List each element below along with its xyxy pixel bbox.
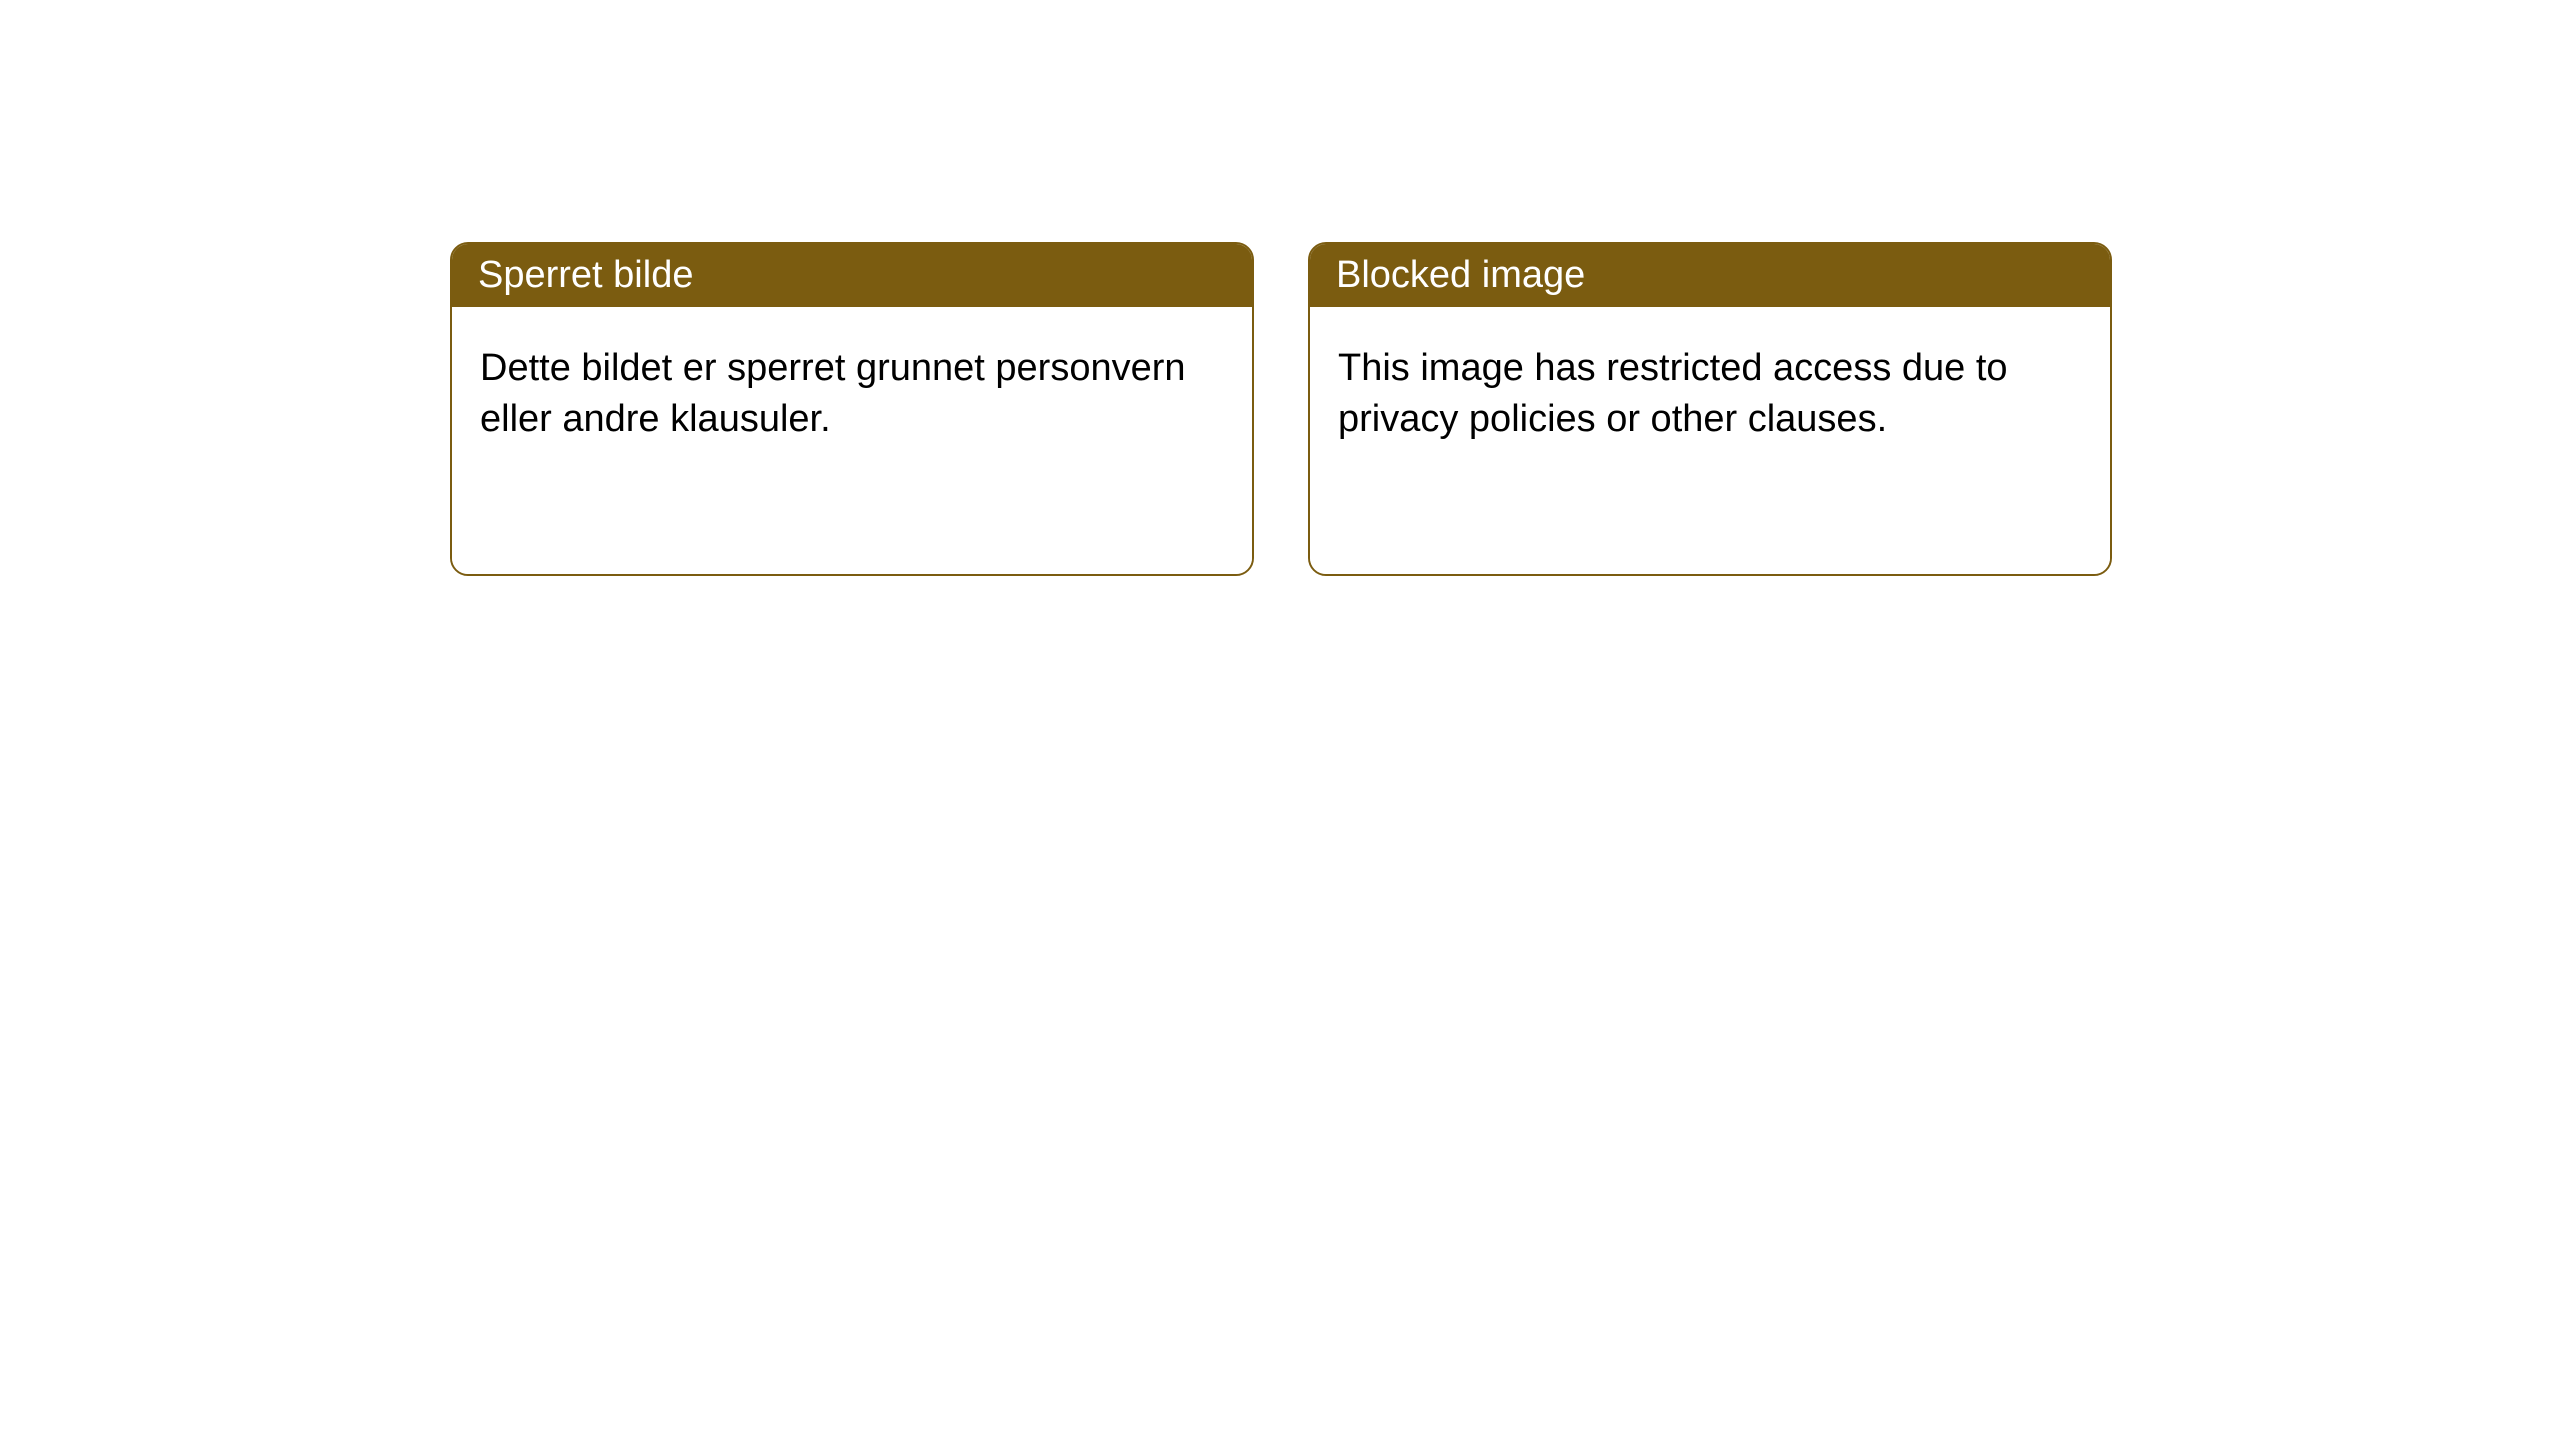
blocked-image-card-norwegian: Sperret bilde Dette bildet er sperret gr… — [450, 242, 1254, 576]
card-body-english: This image has restricted access due to … — [1310, 307, 2110, 574]
card-header-english: Blocked image — [1310, 244, 2110, 307]
card-header-norwegian: Sperret bilde — [452, 244, 1252, 307]
card-container: Sperret bilde Dette bildet er sperret gr… — [450, 242, 2112, 576]
card-body-norwegian: Dette bildet er sperret grunnet personve… — [452, 307, 1252, 574]
blocked-image-card-english: Blocked image This image has restricted … — [1308, 242, 2112, 576]
